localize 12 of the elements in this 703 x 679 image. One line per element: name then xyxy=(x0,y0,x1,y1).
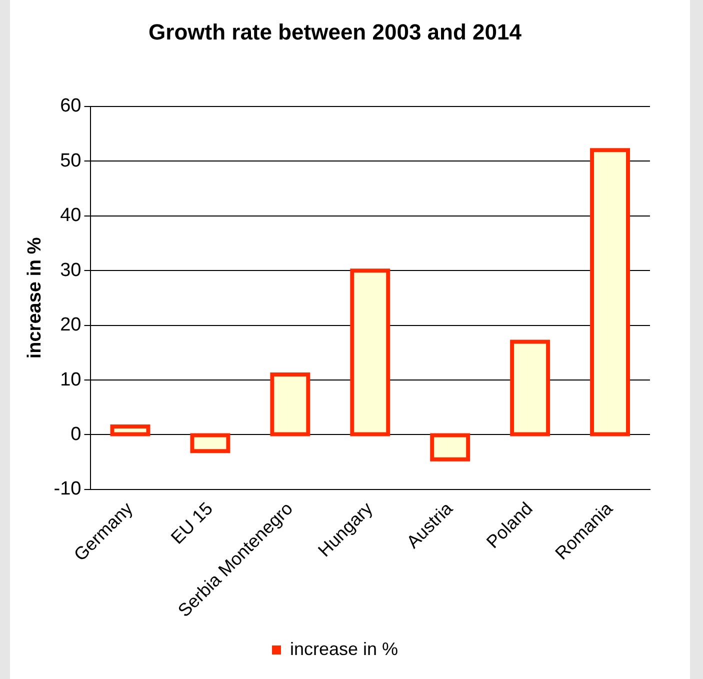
y-tick-label: 60 xyxy=(60,96,82,117)
y-tick-label: 0 xyxy=(70,424,82,445)
x-tick-label: EU 15 xyxy=(167,498,217,548)
y-axis-title: increase in % xyxy=(24,237,46,359)
y-tick-label: 30 xyxy=(60,260,82,281)
legend-label: increase in % xyxy=(290,638,398,659)
y-tick-label: -10 xyxy=(54,478,82,500)
y-tick-label: 10 xyxy=(60,369,82,390)
chart-title: Growth rate between 2003 and 2014 xyxy=(148,19,522,44)
y-tick-label: 50 xyxy=(60,150,82,172)
y-tick-label: 20 xyxy=(60,314,82,336)
y-tick-label: 40 xyxy=(60,205,82,226)
